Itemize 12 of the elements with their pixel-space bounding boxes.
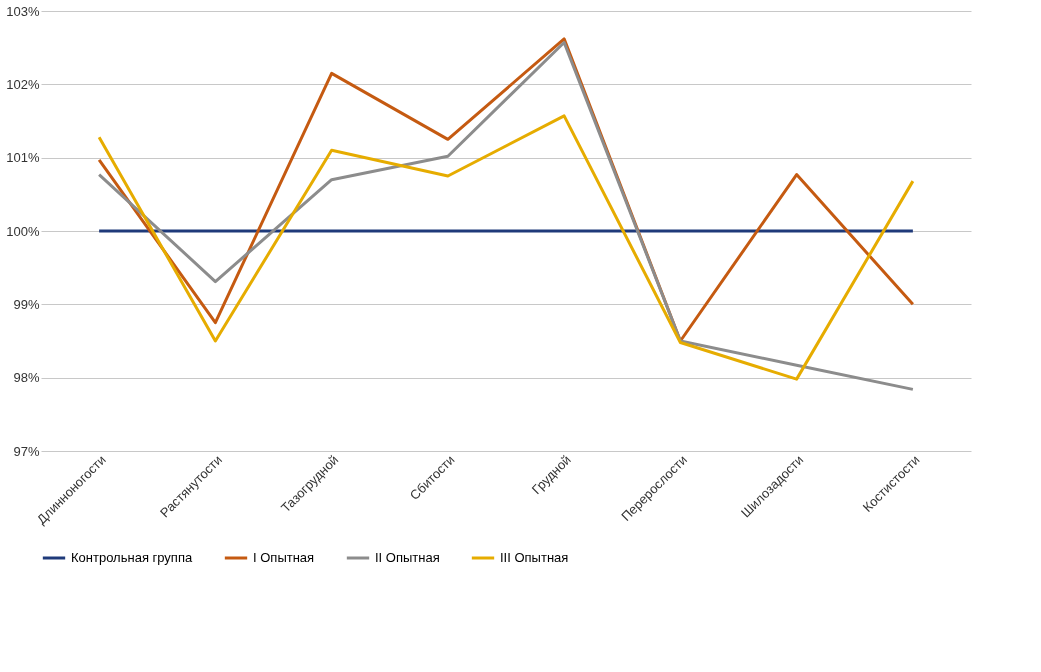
y-tick-label: 97%	[13, 443, 40, 459]
legend-label: Контрольная группа	[71, 550, 193, 565]
y-tick-label: 100%	[6, 223, 40, 239]
legend-label: III Опытная	[500, 550, 569, 565]
y-tick-label: 101%	[6, 150, 40, 166]
y-tick-label: 99%	[13, 296, 40, 312]
legend-label: II Опытная	[375, 550, 440, 565]
y-tick-label: 103%	[6, 3, 40, 19]
legend-label: I Опытная	[253, 550, 315, 565]
y-tick-label: 102%	[6, 76, 40, 92]
line-series	[97, 114, 915, 381]
y-tick-label: 98%	[13, 370, 40, 386]
